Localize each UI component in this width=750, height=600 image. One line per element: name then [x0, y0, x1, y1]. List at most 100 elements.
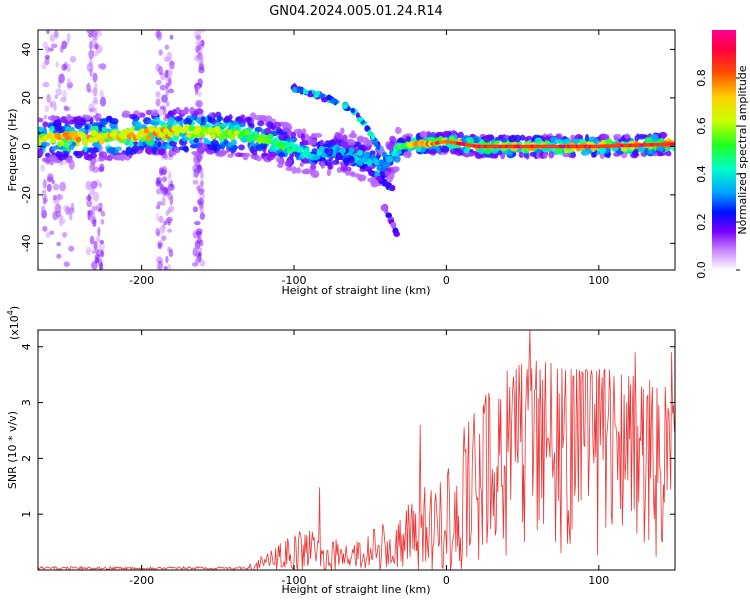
spectrogram-cell: [387, 142, 395, 151]
spectrogram-speckle: [59, 181, 66, 192]
spectrogram-cell: [51, 146, 58, 151]
y-tick-label: 0: [20, 143, 33, 150]
spectrogram-cell: [193, 138, 199, 144]
spectrogram-cell: [637, 133, 647, 139]
snr-plot-area: [38, 330, 675, 570]
spectrogram-cell: [624, 133, 630, 140]
spectrogram-speckle: [63, 261, 70, 268]
spectrogram-branch: [319, 93, 326, 99]
spectrogram-cell: [555, 133, 561, 140]
spectrogram-cell: [181, 136, 190, 142]
spectrogram-speckle: [94, 249, 100, 255]
y-tick-label: -20: [20, 186, 33, 204]
spectrogram-speckle: [91, 249, 96, 254]
spectrogram-speckle: [98, 182, 102, 188]
spectrogram-cell: [273, 121, 282, 129]
spectrogram-cell: [239, 122, 246, 128]
spectrogram-cell: [55, 151, 63, 158]
spectrogram-cell: [277, 162, 284, 169]
spectrogram-speckle: [61, 41, 67, 50]
spectrogram-speckle: [94, 32, 99, 41]
spectrogram-branch: [385, 182, 392, 189]
spectrogram-cell: [101, 126, 107, 133]
spectrogram-branch: [324, 148, 330, 154]
spectrogram-speckle: [165, 101, 170, 107]
spectrogram-y-ticks: -40 -20 0 20 40: [20, 42, 675, 252]
spectrogram-speckle: [167, 228, 173, 233]
spectrogram-cell: [556, 147, 563, 155]
spectrogram-ridge: [171, 125, 178, 132]
spectrogram-speckle: [197, 91, 202, 97]
spectrogram-ridge: [58, 140, 65, 147]
spectrogram-speckle: [68, 245, 75, 252]
spectrogram-cell: [613, 133, 622, 140]
spectrogram-cell: [585, 134, 589, 142]
spectrogram-speckle: [92, 219, 97, 228]
spectrogram-speckle: [158, 65, 164, 76]
spectrogram-speckle: [155, 30, 161, 39]
spectrogram-speckle: [100, 218, 105, 225]
spectrogram-speckle: [165, 255, 169, 264]
spectrogram-ridge: [391, 150, 398, 157]
y-tick-label: 2: [20, 455, 33, 462]
spectrogram-cell: [275, 156, 281, 163]
spectrogram-speckle: [168, 88, 175, 94]
spectrogram-cell: [395, 126, 402, 135]
spectrogram-cell: [228, 114, 233, 120]
spectrogram-branch: [367, 129, 372, 137]
spectrogram-cell: [340, 165, 348, 172]
spectrogram-cell: [220, 122, 226, 128]
spectrogram-speckle: [169, 34, 174, 40]
spectrogram-speckle: [194, 240, 201, 250]
spectrogram-speckle: [192, 247, 198, 257]
spectrogram-cell: [548, 151, 555, 159]
colorbar-ticks: 0.0 0.2 0.4 0.6 0.8: [695, 69, 740, 279]
spectrogram-cell: [42, 121, 48, 128]
spectrogram-cell: [93, 141, 100, 149]
spectrogram-cell: [275, 127, 282, 134]
spectrogram-cell: [55, 119, 62, 124]
spectrogram-cell: [637, 145, 644, 153]
spectrogram-cell: [478, 147, 485, 155]
spectrogram-cell: [405, 136, 411, 142]
spectrogram-cell: [64, 126, 73, 132]
spectrogram-branch: [368, 169, 375, 176]
spectrogram-speckle: [88, 50, 95, 58]
spectrogram-speckle: [98, 242, 105, 252]
spectrogram-cell: [240, 114, 246, 119]
spectrogram-cell: [144, 146, 154, 154]
spectrogram-cell: [242, 153, 249, 161]
spectrogram-speckle: [65, 206, 71, 216]
spectrogram-cell: [310, 162, 316, 170]
spectrogram-branch: [307, 93, 314, 98]
spectrogram-speckle: [62, 231, 68, 238]
spectrogram-cell: [331, 160, 340, 165]
spectrogram-ridge: [99, 138, 105, 145]
spectrogram-cell: [176, 116, 184, 121]
spectrogram-speckle: [46, 94, 51, 103]
spectrogram-cell: [339, 161, 345, 166]
spectrogram-speckle: [195, 34, 202, 41]
spectrogram-cell: [532, 151, 537, 158]
spectrogram-speckle: [51, 179, 55, 185]
spectrogram-speckle: [50, 43, 58, 48]
spectrogram-cell: [369, 150, 376, 156]
spectrogram-cell: [419, 130, 428, 138]
spectrogram-speckle: [70, 202, 75, 211]
colorbar-tick-label: 0.2: [695, 213, 708, 231]
spectrogram-ridge: [244, 129, 251, 136]
x-tick-label: 100: [588, 574, 609, 587]
spectrogram-branch: [374, 170, 379, 178]
spectrogram-speckle: [161, 196, 166, 207]
spectrogram-cell: [157, 148, 166, 156]
spectrogram-speckle: [98, 208, 103, 213]
spectrogram-cell: [344, 170, 351, 176]
spectrogram-marks: [38, 30, 675, 270]
spectrogram-speckle: [198, 63, 205, 71]
spectrogram-speckle: [40, 164, 46, 172]
spectrogram-cell: [327, 163, 333, 171]
spectrogram-speckle: [160, 168, 167, 175]
spectrogram-speckle: [41, 62, 47, 70]
spectrogram-cell: [651, 134, 659, 142]
spectrogram-cell: [227, 142, 233, 148]
